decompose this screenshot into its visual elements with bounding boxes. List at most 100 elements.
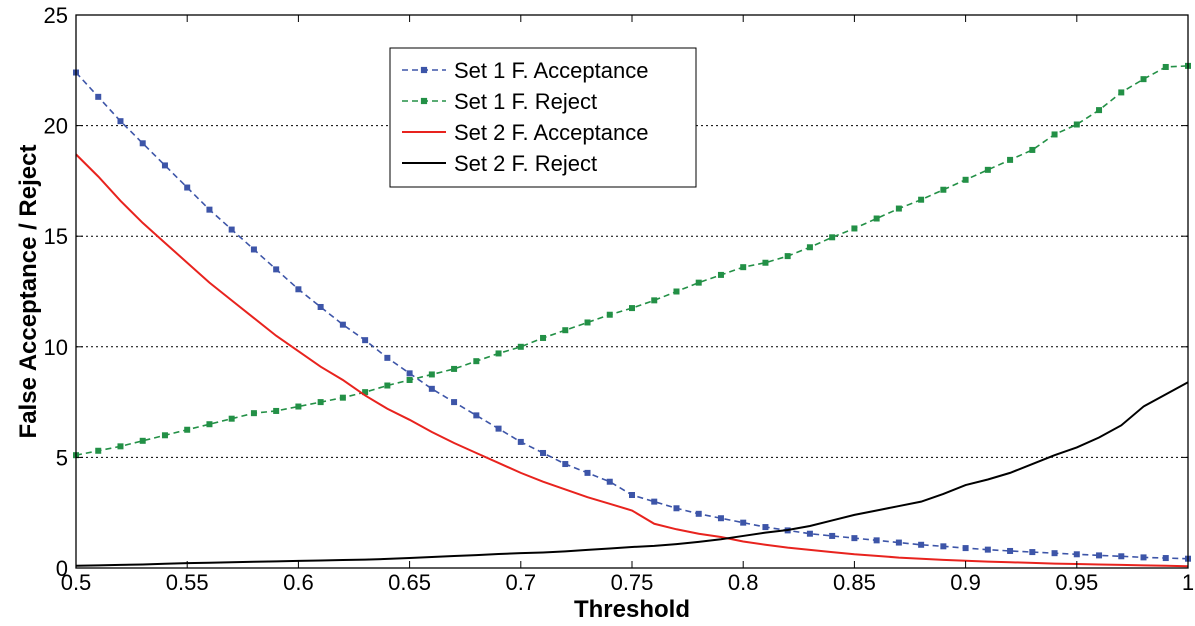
data-point bbox=[584, 319, 591, 326]
x-tick-label: 0.75 bbox=[611, 570, 654, 595]
data-point bbox=[339, 321, 346, 328]
y-tick-label: 25 bbox=[44, 3, 68, 28]
legend-marker bbox=[420, 97, 428, 105]
x-tick-label: 0.95 bbox=[1055, 570, 1098, 595]
data-point bbox=[473, 358, 480, 365]
data-point bbox=[651, 498, 658, 505]
x-tick-label: 1 bbox=[1182, 570, 1194, 595]
data-point bbox=[1073, 121, 1080, 128]
data-point bbox=[495, 350, 502, 357]
x-tick-label: 0.5 bbox=[61, 570, 92, 595]
data-point bbox=[184, 184, 191, 191]
data-point bbox=[940, 186, 947, 193]
data-point bbox=[918, 541, 925, 548]
data-point bbox=[806, 530, 813, 537]
data-point bbox=[606, 311, 613, 318]
data-point bbox=[873, 537, 880, 544]
data-point bbox=[517, 438, 524, 445]
data-point bbox=[540, 334, 547, 341]
data-point bbox=[1162, 63, 1169, 70]
y-tick-label: 5 bbox=[56, 445, 68, 470]
data-point bbox=[184, 426, 191, 433]
data-point bbox=[562, 461, 569, 468]
data-point bbox=[1007, 547, 1014, 554]
data-point bbox=[362, 337, 369, 344]
data-point bbox=[95, 93, 102, 100]
y-tick-label: 20 bbox=[44, 114, 68, 139]
data-point bbox=[673, 288, 680, 295]
data-point bbox=[473, 412, 480, 419]
data-point bbox=[495, 425, 502, 432]
data-point bbox=[918, 196, 925, 203]
data-point bbox=[250, 410, 257, 417]
data-point bbox=[851, 535, 858, 542]
data-point bbox=[1029, 549, 1036, 556]
legend-marker bbox=[420, 66, 428, 74]
data-point bbox=[295, 286, 302, 293]
data-point bbox=[1140, 554, 1147, 561]
data-point bbox=[829, 532, 836, 539]
data-point bbox=[451, 365, 458, 372]
data-point bbox=[517, 343, 524, 350]
data-point bbox=[384, 354, 391, 361]
data-point bbox=[673, 505, 680, 512]
data-point bbox=[406, 376, 413, 383]
data-point bbox=[317, 303, 324, 310]
data-point bbox=[1007, 156, 1014, 163]
data-point bbox=[762, 524, 769, 531]
data-point bbox=[784, 253, 791, 260]
legend-label-2: Set 1 F. Reject bbox=[454, 89, 597, 114]
data-point bbox=[1118, 89, 1125, 96]
data-point bbox=[940, 543, 947, 550]
data-point bbox=[695, 279, 702, 286]
x-tick-label: 0.7 bbox=[506, 570, 537, 595]
data-point bbox=[117, 118, 124, 125]
data-point bbox=[139, 437, 146, 444]
data-point bbox=[562, 327, 569, 334]
data-point bbox=[629, 305, 636, 312]
legend: Set 1 F. Acceptance Set 1 F. Reject Set 2 … bbox=[389, 47, 697, 188]
data-point bbox=[717, 515, 724, 522]
data-point bbox=[740, 519, 747, 526]
y-tick-label: 15 bbox=[44, 224, 68, 249]
data-point bbox=[1096, 552, 1103, 559]
data-point bbox=[1140, 76, 1147, 83]
data-point bbox=[540, 449, 547, 456]
data-point bbox=[206, 206, 213, 213]
data-point bbox=[451, 399, 458, 406]
data-point bbox=[161, 432, 168, 439]
legend-label-4: Set 2 F. Reject bbox=[454, 151, 597, 176]
data-point bbox=[829, 234, 836, 241]
data-point bbox=[717, 271, 724, 278]
x-tick-label: 0.6 bbox=[283, 570, 314, 595]
data-point bbox=[228, 415, 235, 422]
series-line-3 bbox=[75, 153, 1189, 568]
data-point bbox=[962, 545, 969, 552]
y-tick-label: 0 bbox=[56, 556, 68, 581]
series-line-2 bbox=[75, 65, 1189, 456]
series-line-4 bbox=[75, 381, 1189, 567]
axes bbox=[75, 14, 1189, 569]
data-point bbox=[406, 370, 413, 377]
data-point bbox=[1096, 107, 1103, 114]
data-point bbox=[228, 226, 235, 233]
data-point bbox=[895, 539, 902, 546]
data-point bbox=[1051, 131, 1058, 138]
data-point bbox=[1051, 550, 1058, 557]
tick-labels: 0.5 0.55 0.6 0.65 0.7 0.75 0.8 0.85 0.9 0.95 10510… bbox=[44, 3, 1195, 595]
data-point bbox=[629, 492, 636, 499]
data-point bbox=[339, 394, 346, 401]
x-tick-label: 0.65 bbox=[388, 570, 431, 595]
data-point bbox=[206, 421, 213, 428]
x-tick-label: 0.55 bbox=[166, 570, 209, 595]
data-point bbox=[1118, 553, 1125, 560]
x-tick-label: 0.85 bbox=[833, 570, 876, 595]
data-point bbox=[95, 447, 102, 454]
data-point bbox=[117, 443, 124, 450]
data-point bbox=[428, 371, 435, 378]
data-point bbox=[584, 469, 591, 476]
data-point bbox=[250, 246, 257, 253]
x-tick-label: 0.9 bbox=[950, 570, 981, 595]
data-point bbox=[295, 403, 302, 410]
